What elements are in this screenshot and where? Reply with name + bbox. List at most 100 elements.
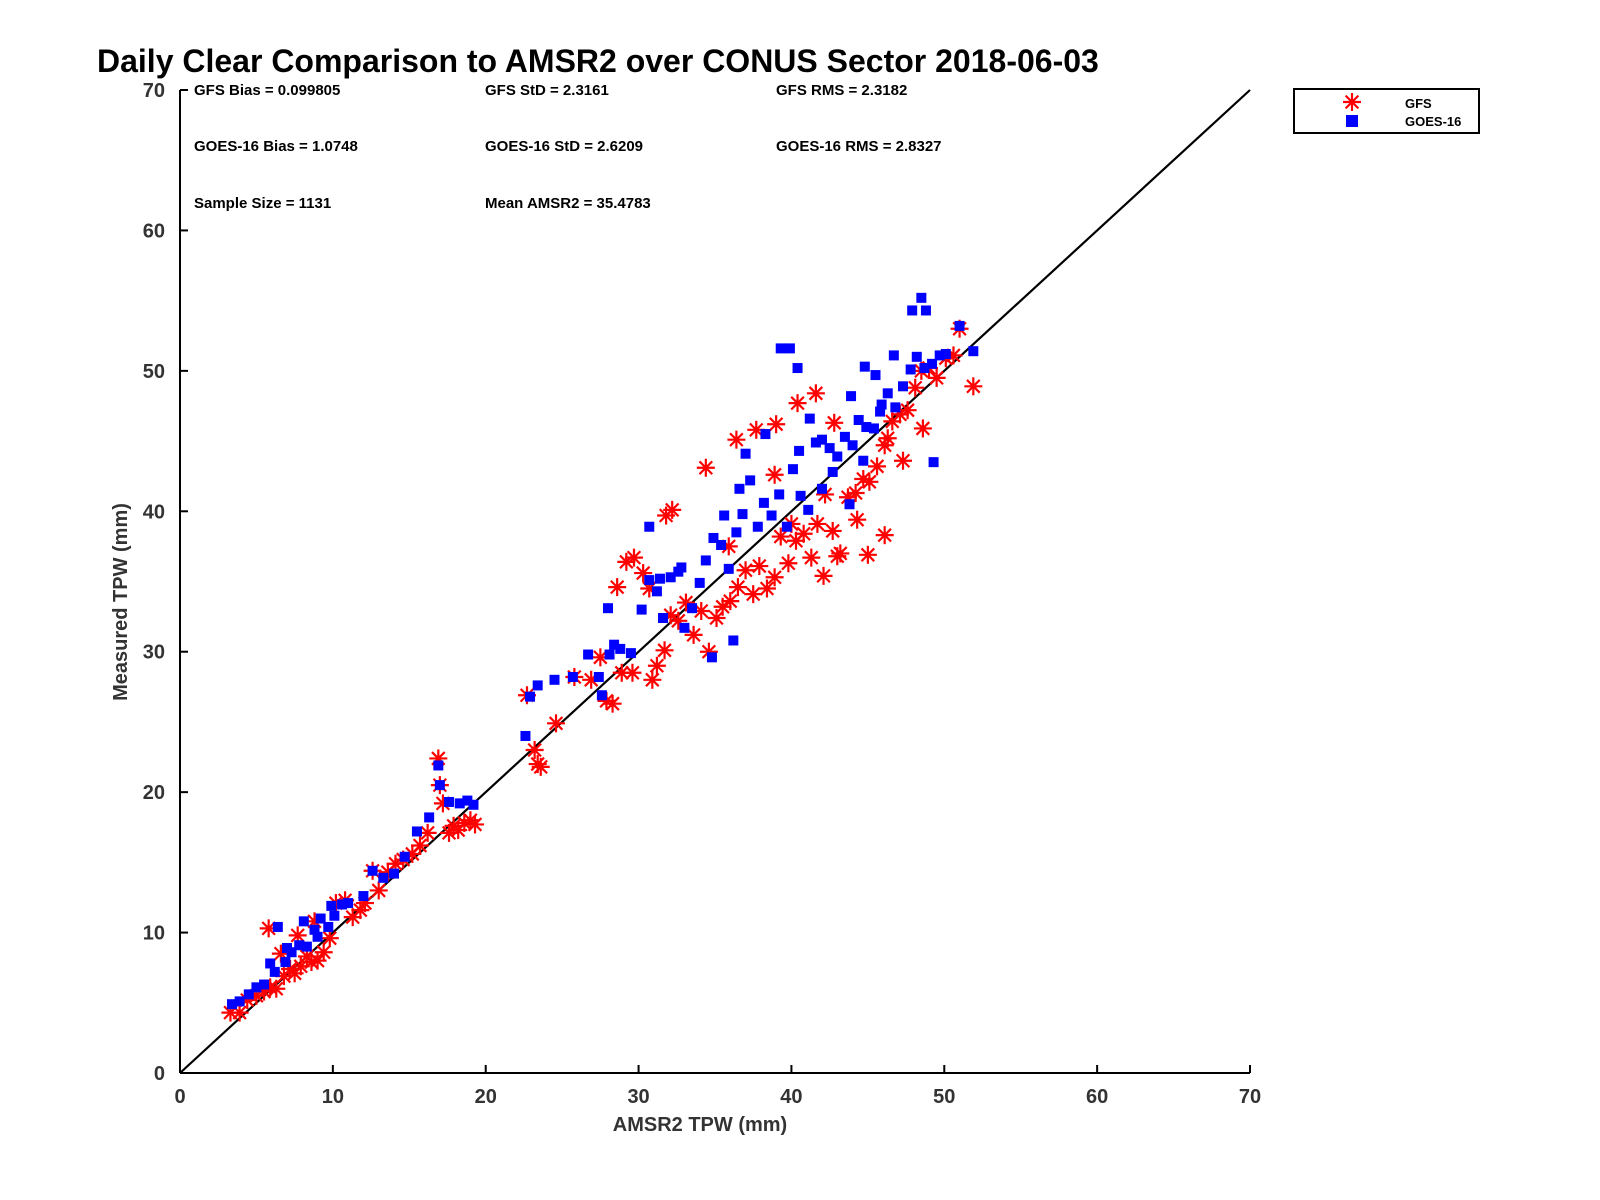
gfs-point	[765, 465, 784, 484]
gfs-point	[744, 585, 763, 604]
gfs-point	[603, 694, 622, 713]
goes16-point	[916, 292, 927, 303]
goes16-point	[853, 415, 864, 426]
goes16-point	[226, 999, 237, 1010]
gfs-point	[794, 524, 813, 543]
x-tick-label: 20	[475, 1086, 497, 1108]
goes16-point	[907, 305, 918, 316]
goes16-point	[259, 979, 270, 990]
goes16-point	[294, 940, 305, 951]
goes16-point	[731, 527, 742, 538]
gfs-point	[696, 458, 715, 477]
goes16-point	[411, 826, 422, 837]
goes16-point	[752, 521, 763, 532]
goes16-point	[890, 402, 901, 413]
gfs-point	[525, 741, 544, 760]
goes16-point	[378, 872, 389, 883]
goes16-point	[694, 577, 705, 588]
y-tick-label: 60	[143, 220, 165, 242]
goes16-point	[462, 795, 473, 806]
goes16-point	[679, 622, 690, 633]
goes16-point	[934, 350, 945, 361]
goes16-point	[315, 913, 326, 924]
goes16-point	[269, 966, 280, 977]
goes16-point	[870, 370, 881, 381]
goes16-point	[781, 521, 792, 532]
goes16-point	[301, 941, 312, 952]
stat-gfs-std: GFS StD = 2.3161	[485, 82, 609, 99]
gfs-point	[808, 514, 827, 533]
x-tick-label: 50	[933, 1086, 955, 1108]
stat-gfs-bias: GFS Bias = 0.099805	[194, 82, 340, 99]
goes16-point	[298, 916, 309, 927]
gfs-point	[433, 794, 452, 813]
goes16-point	[839, 431, 850, 442]
goes16-point	[728, 635, 739, 646]
gfs-point	[655, 641, 674, 660]
goes16-point	[251, 982, 262, 993]
x-axis-label: AMSR2 TPW (mm)	[613, 1114, 787, 1136]
y-axis-ticks: 0 10 20 30 40 50 60 70	[143, 80, 188, 1085]
gfs-point	[964, 377, 983, 396]
goes16-point	[367, 865, 378, 876]
y-tick-label: 10	[143, 923, 165, 945]
goes16-point	[665, 572, 676, 583]
gfs-point	[927, 368, 946, 387]
gfs-point	[643, 670, 662, 689]
gfs-point	[875, 526, 894, 545]
goes16-point	[644, 575, 655, 586]
gfs-point	[757, 579, 776, 598]
stat-mean-amsr2: Mean AMSR2 = 35.4783	[485, 195, 651, 212]
goes16-point	[651, 586, 662, 597]
goes16-point	[525, 691, 536, 702]
goes16-point	[824, 443, 835, 454]
gfs-point	[750, 557, 769, 576]
goes16-point	[593, 671, 604, 682]
goes16-point	[832, 451, 843, 462]
gfs-point	[466, 815, 485, 834]
goes16-point	[433, 760, 444, 771]
goes16-point	[609, 639, 620, 650]
gfs-point	[767, 415, 786, 434]
goes16-point	[927, 358, 938, 369]
goes16-point	[444, 796, 455, 807]
series-goes-16	[226, 292, 979, 1010]
legend: GFS GOES-16	[1293, 88, 1480, 134]
gfs-point	[906, 378, 925, 397]
gfs-point	[736, 561, 755, 580]
goes16-point	[898, 381, 909, 392]
gfs-point	[267, 979, 286, 998]
goes16-point	[888, 350, 899, 361]
x-tick-label: 60	[1086, 1086, 1108, 1108]
series-gfs	[221, 319, 983, 1022]
goes16-point	[911, 351, 922, 362]
gfs-point	[547, 714, 566, 733]
stat-goes16-rms: GOES-16 RMS = 2.8327	[776, 138, 942, 155]
plot-frame	[179, 90, 1250, 1074]
goes16-point	[861, 422, 872, 433]
goes16-point	[775, 343, 786, 354]
gfs-point	[858, 545, 877, 564]
goes16-point	[745, 475, 756, 486]
goes16-point	[882, 388, 893, 399]
goes16-point	[326, 900, 337, 911]
gfs-point	[320, 929, 339, 948]
y-tick-label: 50	[143, 361, 165, 383]
goes16-point	[520, 730, 531, 741]
stat-goes16-std: GOES-16 StD = 2.6209	[485, 138, 643, 155]
goes16-point	[604, 649, 615, 660]
gfs-point	[314, 943, 333, 962]
gfs-point	[846, 484, 865, 503]
gfs-point	[848, 510, 867, 529]
goes16-point	[706, 652, 717, 663]
gfs-point	[369, 881, 388, 900]
y-axis-label: Measured TPW (mm)	[110, 503, 132, 701]
goes16-point	[282, 943, 292, 954]
goes16-point	[968, 346, 979, 357]
goes16-point	[734, 483, 745, 494]
gfs-point	[765, 568, 784, 587]
goes16-point	[567, 671, 578, 682]
gfs-point	[825, 413, 844, 432]
gfs-point	[788, 394, 807, 413]
legend-box	[1293, 88, 1480, 134]
